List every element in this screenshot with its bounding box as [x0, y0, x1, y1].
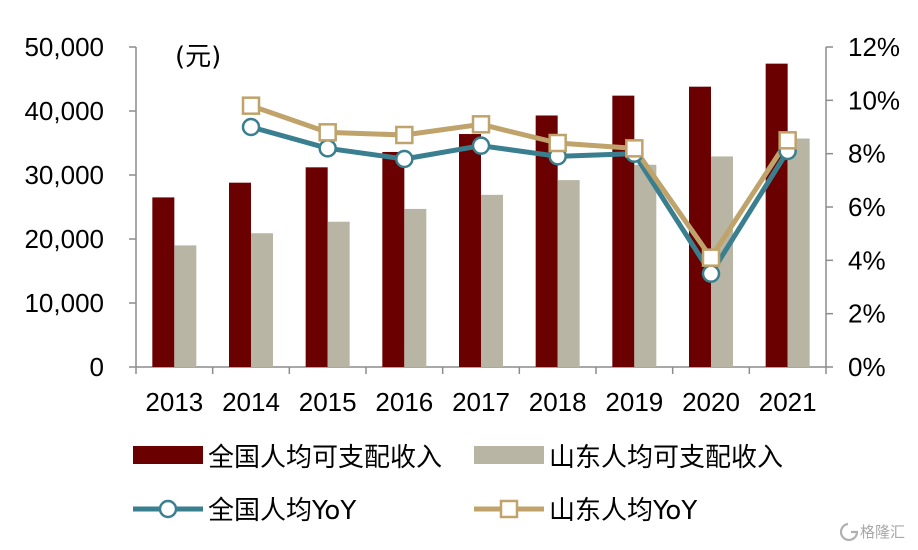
right-tick-label: 0% — [848, 352, 886, 382]
point-shandong-yoy — [548, 133, 567, 153]
point-shandong-yoy — [625, 139, 644, 158]
bar-shandong-income — [404, 208, 427, 367]
x-axis-ticks: 2013 2014 2015 2016 2017 2018 2019 2020 2021 — [135, 367, 827, 417]
x-tick-label: 2013 — [145, 387, 203, 417]
left-axis-ticks: 0 10,000 20,000 30,000 40,000 50,000 — [24, 32, 136, 382]
right-axis-ticks: 0% 2% 4% 6% 8% 10% 12% — [826, 32, 900, 382]
bar-national-income — [689, 86, 711, 368]
legend-swatch — [133, 446, 203, 464]
point-shandong-yoy — [778, 131, 797, 150]
x-tick-label: 2020 — [682, 387, 740, 417]
right-tick-label: 4% — [848, 245, 886, 275]
right-tick-label: 10% — [848, 85, 900, 115]
bar-shandong-income — [174, 245, 197, 367]
x-tick-label: 2014 — [222, 387, 280, 417]
right-tick-label: 6% — [848, 192, 886, 222]
right-tick-label: 2% — [848, 299, 886, 329]
point-national-yoy — [241, 117, 261, 137]
bar-national-income — [382, 151, 405, 367]
bar-shandong-income — [711, 156, 733, 367]
left-tick-label: 50,000 — [24, 32, 104, 62]
watermark-text: 格隆汇 — [860, 523, 905, 541]
x-tick-label: 2018 — [529, 387, 587, 417]
bar-shandong-income — [634, 164, 657, 367]
point-national-yoy — [701, 264, 721, 283]
bar-national-income — [305, 167, 328, 367]
bar-national-income — [152, 197, 175, 367]
x-tick-label: 2015 — [299, 387, 357, 417]
bar-shandong-income — [787, 138, 810, 367]
watermark-icon — [839, 522, 859, 541]
legend-item: 山东人均YoY — [474, 496, 697, 526]
left-tick-label: 10,000 — [24, 288, 104, 318]
legend-label: 全国人均YoY — [208, 496, 356, 526]
bar-shandong-income — [251, 233, 273, 367]
point-national-yoy — [318, 139, 337, 158]
legend-marker — [499, 499, 519, 519]
point-shandong-yoy — [471, 115, 491, 134]
point-shandong-yoy — [318, 123, 337, 142]
left-tick-label: 20,000 — [24, 224, 104, 254]
legend-label: 山东人均YoY — [549, 496, 697, 526]
legend-label: 山东人均可支配收入 — [549, 443, 783, 473]
bars — [152, 63, 810, 368]
left-tick-label: 40,000 — [24, 96, 104, 126]
unit-label: (元) — [175, 42, 221, 72]
point-shandong-yoy — [395, 125, 414, 145]
right-tick-label: 12% — [848, 32, 900, 62]
legend-item: 山东人均可支配收入 — [474, 443, 783, 473]
bar-national-income — [229, 182, 251, 367]
bar-national-income — [535, 115, 558, 367]
bar-shandong-income — [481, 194, 503, 367]
lines — [241, 96, 797, 283]
x-tick-label: 2021 — [759, 387, 817, 417]
legend-item: 全国人均可支配收入 — [133, 443, 442, 473]
point-national-yoy — [395, 149, 414, 169]
legend-item: 全国人均YoY — [133, 496, 356, 526]
legend-marker — [158, 499, 178, 519]
right-tick-label: 8% — [848, 139, 886, 169]
point-shandong-yoy — [241, 96, 261, 115]
bar-national-income — [612, 95, 635, 367]
left-tick-label: 30,000 — [24, 160, 104, 190]
point-shandong-yoy — [701, 248, 721, 267]
line-national-yoy — [250, 124, 790, 277]
bar-shandong-income — [327, 221, 350, 367]
left-tick-label: 0 — [90, 352, 104, 382]
bar-national-income — [765, 63, 788, 367]
watermark-logo: 格隆汇 — [839, 522, 905, 541]
legend-swatch — [474, 446, 544, 464]
point-national-yoy — [471, 136, 491, 155]
x-tick-label: 2017 — [452, 387, 510, 417]
line-shandong-yoy — [250, 103, 790, 261]
bar-national-income — [459, 134, 481, 367]
bar-shandong-income — [557, 180, 580, 367]
legend-label: 全国人均可支配收入 — [208, 443, 442, 473]
x-tick-label: 2016 — [375, 387, 433, 417]
x-tick-label: 2019 — [605, 387, 663, 417]
